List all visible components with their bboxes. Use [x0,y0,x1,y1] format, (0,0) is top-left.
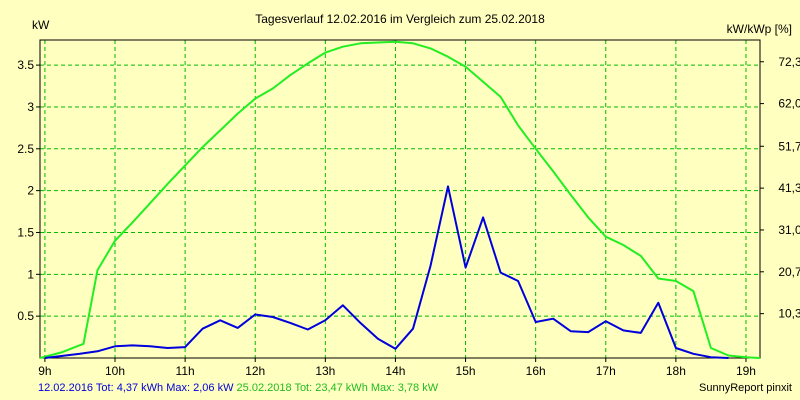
x-tick-label: 11h [176,364,195,378]
x-tick-label: 17h [596,364,616,378]
x-tick-label: 15h [456,364,476,378]
legend-footer: 12.02.2016 Tot: 4,37 kWh Max: 2,06 kW 25… [38,382,438,394]
x-tick-label: 16h [526,364,546,378]
plot-frame [39,39,761,359]
y-tick-right-label: 62,0 [778,97,800,111]
y-tick-left-label: 1 [27,267,34,281]
legend-series-2016: 12.02.2016 Tot: 4,37 kWh Max: 2,06 kW [38,382,234,394]
y-tick-right-label: 20,7 [778,265,800,279]
x-tick-label: 19h [736,364,756,378]
series-lines [39,40,761,359]
x-tick-label: 9h [38,364,51,378]
x-axis: 9h 10h 11h 12h 13h 14h 15h 16h 17h 18h 19h [38,358,756,378]
x-tick-label: 14h [385,364,405,378]
y-tick-right-label: 72,3 [778,55,800,69]
series-line-12.02.2016 [44,185,729,359]
series-line-25.02.2018 [39,40,761,359]
y-axis-right-label: kW/kWp [%] [727,22,792,36]
credit-label: SunnyReport pinxit [699,382,792,394]
y-tick-left-label: 3.5 [17,58,34,72]
y-tick-right-label: 10,3 [778,307,800,321]
y-axis-right: 10,3 20,7 31,0 41,3 51,7 62,0 72,3 [760,55,800,321]
y-tick-left-label: 2.5 [17,142,34,156]
y-tick-right-label: 41,3 [778,181,800,195]
x-tick-label: 13h [315,364,335,378]
grid-lines [40,40,760,358]
y-tick-left-label: 1.5 [17,225,34,239]
y-tick-right-label: 51,7 [778,139,800,153]
y-axis-left: 0.5 1 1.5 2 2.5 3 3.5 [17,58,40,323]
chart-title: Tagesverlauf 12.02.2016 im Vergleich zum… [255,12,545,26]
y-tick-left-label: 3 [27,100,34,114]
y-tick-left-label: 2 [27,184,34,198]
x-tick-label: 18h [666,364,686,378]
legend-series-2018: 25.02.2018 Tot: 23,47 kWh Max: 3,78 kW [236,382,439,394]
y-tick-right-label: 31,0 [778,223,800,237]
y-tick-left-label: 0.5 [17,309,34,323]
x-tick-label: 10h [105,364,125,378]
y-axis-left-label: kW [32,18,50,32]
x-tick-label: 12h [245,364,265,378]
